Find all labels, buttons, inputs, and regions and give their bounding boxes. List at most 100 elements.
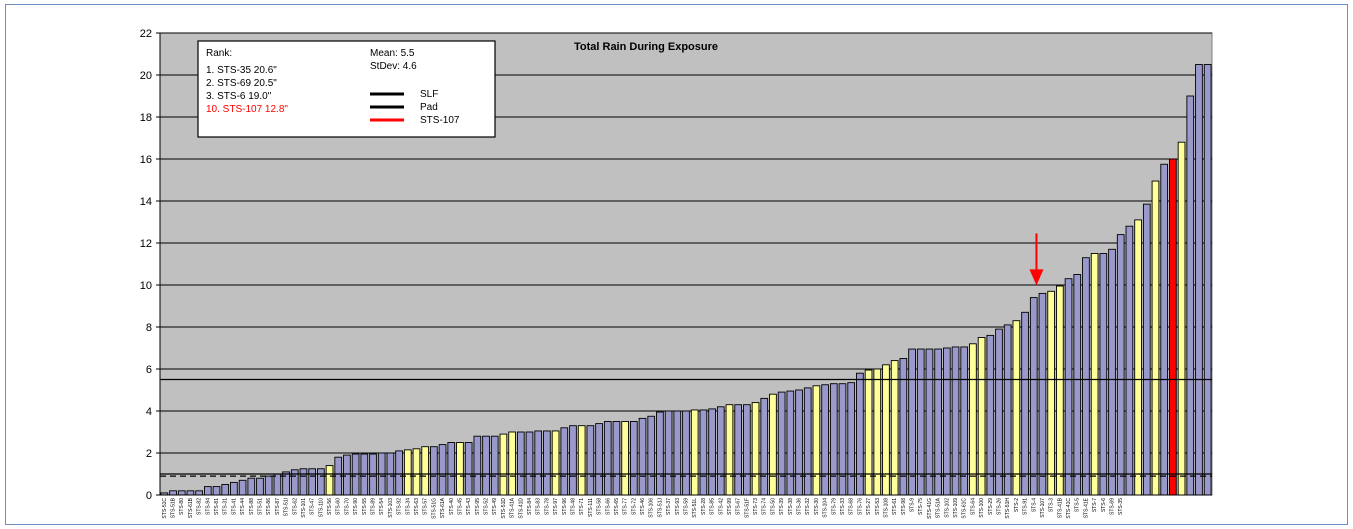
bar <box>438 444 447 496</box>
x-tick-label: STS-89 <box>371 498 377 515</box>
bar <box>430 446 438 496</box>
x-tick-label: STS-60 <box>336 498 342 515</box>
x-tick-label: STS-51G <box>431 498 437 519</box>
x-tick-label: STS-51 <box>257 498 263 515</box>
x-tick-label: STS-26 <box>996 498 1002 515</box>
bar <box>1177 141 1186 496</box>
bar <box>708 408 716 496</box>
x-tick-label: STS-100 <box>979 498 985 518</box>
x-tick-label: STS-77 <box>623 498 629 515</box>
x-tick-label: STS-66 <box>605 498 611 515</box>
x-tick-label: STS-98 <box>901 498 907 515</box>
x-tick-label: STS-104 <box>823 498 829 518</box>
x-tick-label: STS-74 <box>762 498 768 515</box>
x-tick-label: STS-95 <box>475 498 481 515</box>
bar <box>508 431 516 496</box>
x-tick-label: STS-62 <box>292 498 298 515</box>
x-tick-label: STS-85 <box>710 498 716 515</box>
x-tick-label: STS-57 <box>423 498 429 515</box>
bar <box>1090 253 1099 496</box>
bar <box>534 430 543 496</box>
x-tick-label: STS-61A <box>440 497 446 518</box>
bar <box>1125 225 1134 496</box>
bar <box>238 479 247 496</box>
bar <box>612 421 621 496</box>
x-tick-label: STS-90 <box>353 498 359 515</box>
x-tick-label: STS-41A <box>510 497 516 518</box>
x-tick-label: STS-34 <box>405 498 411 515</box>
bar <box>664 410 673 496</box>
rank-entry: 3. STS-6 19.0" <box>206 91 272 102</box>
bar <box>186 490 195 496</box>
x-tick-label: STS-51I <box>284 498 290 516</box>
bar <box>1186 95 1195 496</box>
bar <box>1169 158 1177 496</box>
bar <box>543 430 551 496</box>
x-tick-label: STS-3 <box>1049 498 1055 512</box>
x-tick-label: STS-73 <box>753 498 759 515</box>
x-tick-label: STS-94 <box>205 498 211 515</box>
bar <box>629 421 638 496</box>
x-tick-label: STS-75 <box>918 498 924 515</box>
bar <box>212 486 221 496</box>
x-tick-label: STS-7 <box>1092 498 1098 512</box>
bar <box>551 430 560 496</box>
bar <box>803 387 812 496</box>
x-tick-label: STS-2 <box>1014 498 1020 512</box>
bar <box>638 417 647 496</box>
bar <box>525 431 534 496</box>
bar <box>951 346 960 496</box>
bar <box>221 484 230 496</box>
x-tick-label: STS-61 <box>892 498 898 515</box>
rank-entry: 10. STS-107 12.8" <box>206 104 288 115</box>
x-tick-label: STS-54 <box>379 498 385 515</box>
bar <box>743 404 751 496</box>
x-tick-label: STS-88 <box>249 498 255 515</box>
x-tick-label: STS-63 <box>414 498 420 515</box>
bar <box>908 348 916 496</box>
x-tick-label: STS-103 <box>388 498 394 518</box>
bar <box>786 390 795 496</box>
x-tick-label: STS-47 <box>310 498 316 515</box>
x-tick-label: STS-64 <box>970 498 976 515</box>
bar <box>716 406 725 496</box>
bar <box>734 404 743 496</box>
x-tick-label: STS-91 <box>1023 498 1029 515</box>
bar <box>264 475 273 496</box>
bar <box>977 337 986 496</box>
bar <box>1038 292 1047 496</box>
bar <box>403 449 412 496</box>
bar <box>595 423 603 496</box>
x-tick-label: STS-48 <box>570 498 576 515</box>
rank-heading: Rank: <box>206 48 232 59</box>
bar <box>916 348 925 496</box>
bar <box>829 383 838 496</box>
y-tick-label: 8 <box>146 322 152 334</box>
bar <box>995 328 1003 496</box>
x-tick-label: STS-101 <box>301 498 307 518</box>
x-tick-label: STS-35 <box>1118 498 1124 515</box>
x-tick-label: STS-83 <box>536 498 542 515</box>
bar <box>1082 257 1090 496</box>
bar <box>308 468 316 496</box>
bar <box>1029 297 1038 496</box>
bar <box>1099 253 1108 496</box>
x-tick-label: STS-61B <box>188 497 194 518</box>
x-tick-label: STS-28 <box>701 498 707 515</box>
bar <box>1108 248 1116 496</box>
y-tick-label: 18 <box>140 112 152 124</box>
legend-label: Pad <box>420 102 438 113</box>
x-tick-label: STS-58 <box>597 498 603 515</box>
x-tick-label: STS-6 <box>1101 498 1107 512</box>
x-tick-label: STS-27 <box>866 498 872 515</box>
x-tick-label: STS-106 <box>649 498 655 518</box>
x-tick-label: STS-32 <box>805 498 811 515</box>
x-tick-label: STS-51F <box>744 498 750 518</box>
x-tick-label: STS-43 <box>466 498 472 515</box>
bar <box>247 477 256 496</box>
bar <box>577 425 586 496</box>
x-tick-label: STS-51H <box>1005 498 1011 519</box>
x-tick-label: STS-40 <box>449 498 455 515</box>
bar <box>412 448 421 496</box>
bar <box>621 421 629 496</box>
